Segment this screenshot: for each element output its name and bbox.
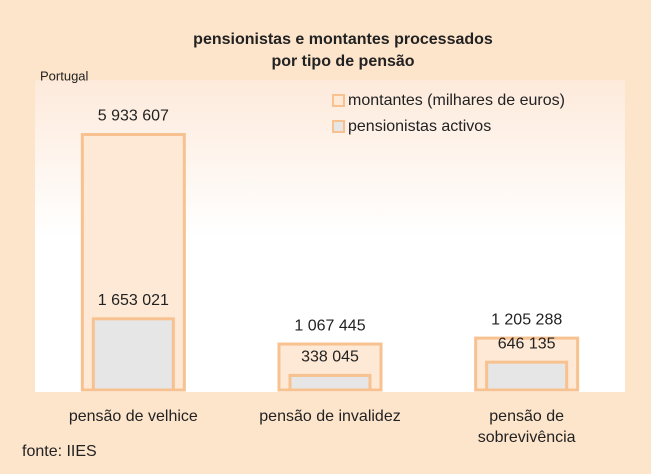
value-label: 338 045 bbox=[301, 349, 359, 366]
bar bbox=[91, 317, 175, 392]
x-tick-label: pensão de invalidez bbox=[259, 408, 401, 425]
legend-swatch bbox=[332, 94, 345, 107]
legend-label: montantes (milhares de euros) bbox=[348, 92, 565, 109]
chart-title: pensionistas e montantes processados bbox=[193, 31, 493, 48]
value-label: 1 653 021 bbox=[98, 292, 169, 309]
value-label: 646 135 bbox=[498, 335, 556, 352]
legend-swatch bbox=[332, 120, 345, 133]
value-label: 1 205 288 bbox=[491, 311, 562, 328]
value-label: 1 067 445 bbox=[294, 317, 365, 334]
x-tick-label: pensão de sobrevivência bbox=[477, 408, 576, 446]
value-label: 5 933 607 bbox=[98, 108, 169, 125]
bar bbox=[485, 360, 569, 392]
x-tick-label: pensão de velhice bbox=[68, 408, 198, 425]
chart-subtitle: por tipo de pensão bbox=[271, 53, 414, 70]
bar bbox=[288, 373, 372, 392]
legend-label: pensionistas activos bbox=[348, 118, 491, 135]
region-label: Portugal bbox=[40, 68, 89, 83]
source-note: fonte: IIES bbox=[22, 443, 97, 460]
